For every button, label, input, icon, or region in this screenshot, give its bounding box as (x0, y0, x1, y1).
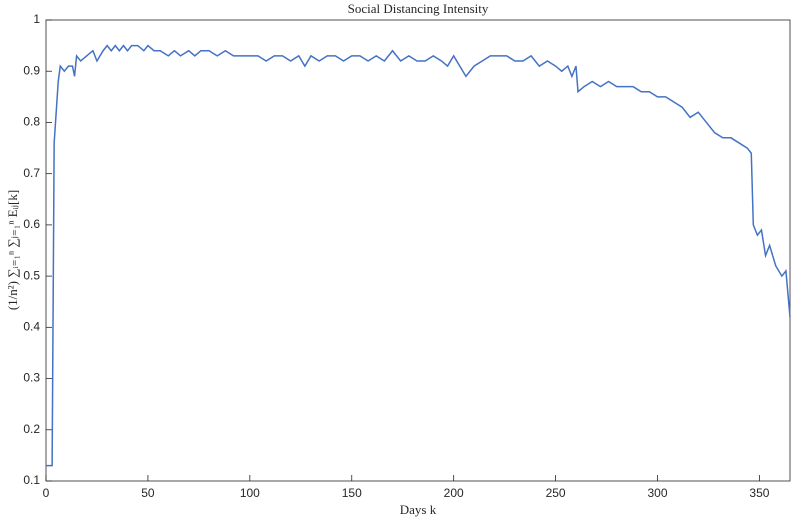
x-tick-label: 250 (546, 486, 566, 500)
x-tick-label: 50 (141, 486, 155, 500)
y-tick-label: 1 (33, 12, 40, 26)
x-axis-label: Days k (400, 502, 437, 517)
x-tick-label: 200 (444, 486, 464, 500)
y-tick-label: 0.6 (23, 217, 40, 231)
y-tick-label: 0.3 (23, 371, 40, 385)
y-tick-label: 0.4 (23, 320, 40, 334)
plot-frame (45, 19, 791, 482)
y-tick-label: 0.5 (23, 268, 40, 282)
y-tick-label: 0.1 (23, 473, 40, 487)
x-tick-label: 150 (342, 486, 362, 500)
x-tick-label: 300 (647, 486, 667, 500)
y-tick-label: 0.2 (23, 422, 40, 436)
chart-title: Social Distancing Intensity (348, 1, 489, 16)
y-axis-label: (1/n²) ∑ᵢ₌₁ⁿ ∑ⱼ₌₁ⁿ Eᵢⱼ[k] (5, 190, 20, 310)
data-line (46, 44, 791, 467)
y-tick-label: 0.9 (23, 63, 40, 77)
y-tick-label: 0.7 (23, 166, 40, 180)
y-tick-label: 0.8 (23, 115, 40, 129)
x-tick-label: 350 (749, 486, 769, 500)
x-tick-label: 0 (43, 486, 50, 500)
x-tick-label: 100 (240, 486, 260, 500)
